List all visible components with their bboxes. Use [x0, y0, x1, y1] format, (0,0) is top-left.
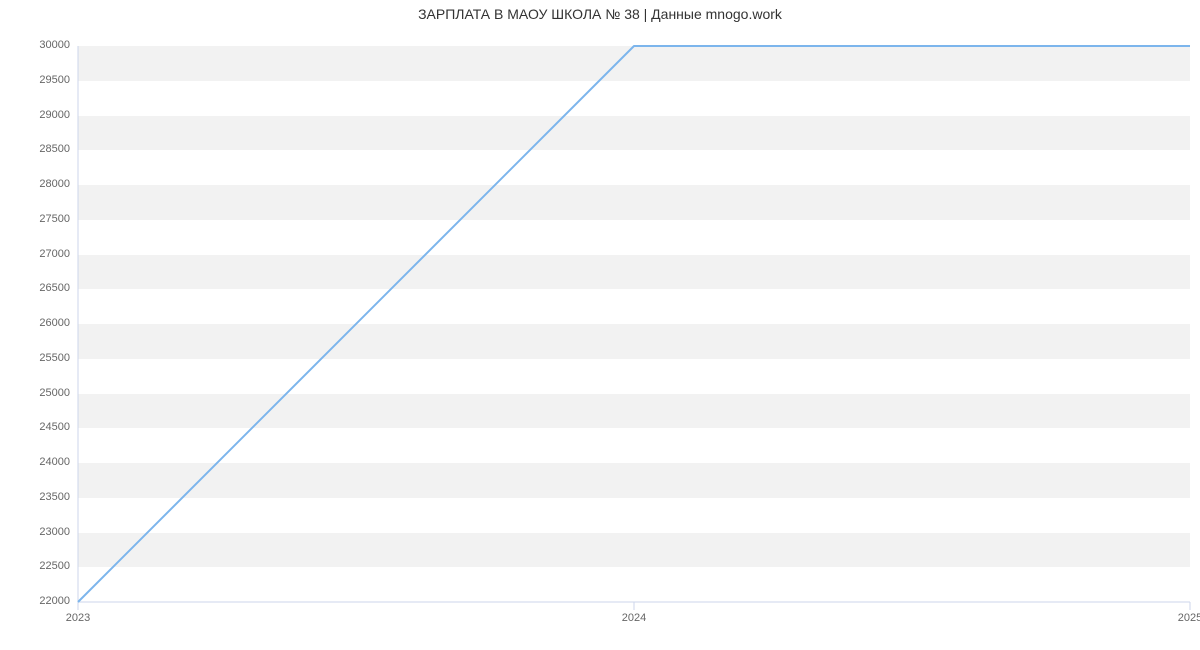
- y-axis-tick-label: 27500: [10, 213, 70, 225]
- x-axis-tick-label: 2025: [1160, 612, 1200, 624]
- y-axis-tick-label: 25500: [10, 352, 70, 364]
- x-axis-tick-label: 2024: [604, 612, 664, 624]
- y-axis-tick-label: 29000: [10, 109, 70, 121]
- salary-chart: ЗАРПЛАТА В МАОУ ШКОЛА № 38 | Данные mnog…: [0, 0, 1200, 650]
- series-line-salary: [78, 46, 1190, 602]
- chart-title: ЗАРПЛАТА В МАОУ ШКОЛА № 38 | Данные mnog…: [0, 6, 1200, 22]
- x-axis-tick-label: 2023: [48, 612, 108, 624]
- y-axis-tick-label: 26000: [10, 317, 70, 329]
- y-axis-tick-label: 28500: [10, 143, 70, 155]
- y-axis-tick-label: 26500: [10, 282, 70, 294]
- y-axis-tick-label: 29500: [10, 74, 70, 86]
- y-axis-tick-label: 23500: [10, 491, 70, 503]
- y-axis-tick-label: 24500: [10, 421, 70, 433]
- y-axis-tick-label: 23000: [10, 526, 70, 538]
- y-axis-tick-label: 22000: [10, 595, 70, 607]
- y-axis-tick-label: 24000: [10, 456, 70, 468]
- y-axis-tick-label: 25000: [10, 387, 70, 399]
- y-axis-tick-label: 28000: [10, 178, 70, 190]
- y-axis-tick-label: 27000: [10, 248, 70, 260]
- y-axis-tick-label: 30000: [10, 39, 70, 51]
- plot-area: 2200022500230002350024000245002500025500…: [78, 46, 1190, 602]
- chart-svg: [78, 46, 1200, 622]
- y-axis-tick-label: 22500: [10, 560, 70, 572]
